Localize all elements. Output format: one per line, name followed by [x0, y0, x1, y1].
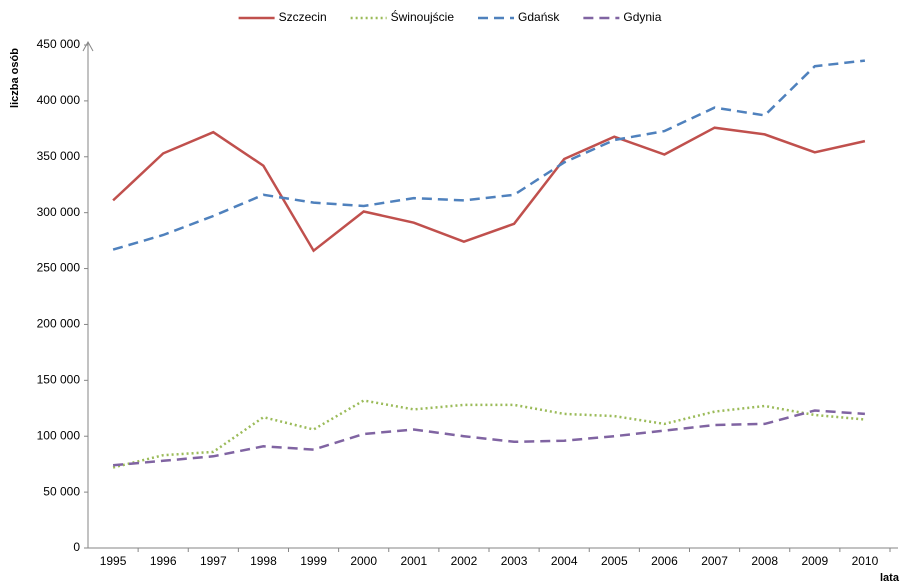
- y-tick-label: 400 000: [37, 93, 81, 107]
- series-line: [112, 409, 865, 467]
- x-tick-label: 1996: [150, 554, 177, 568]
- y-tick-label: 250 000: [37, 261, 81, 275]
- y-tick-label: 50 000: [43, 484, 80, 498]
- x-tick-label: 2002: [451, 554, 478, 568]
- y-tick-label: 0: [73, 540, 80, 554]
- legend-label: Gdańsk: [518, 10, 560, 24]
- x-tick-label: 2010: [852, 554, 879, 568]
- series-line: [112, 59, 866, 251]
- x-tick-label: 1998: [250, 554, 277, 568]
- x-tick-label: 2003: [501, 554, 528, 568]
- x-tick-label: 2007: [701, 554, 728, 568]
- legend-label: Gdynia: [623, 10, 661, 24]
- y-tick-label: 300 000: [37, 205, 81, 219]
- y-tick-label: 150 000: [37, 373, 81, 387]
- x-axis-label: lata: [880, 572, 900, 584]
- legend-label: Szczecin: [279, 10, 327, 24]
- series-line: [112, 126, 866, 253]
- x-tick-label: 1999: [300, 554, 327, 568]
- series-line: [112, 399, 866, 469]
- y-tick-label: 350 000: [37, 149, 81, 163]
- x-tick-label: 2005: [601, 554, 628, 568]
- legend: Szczecin Świnoujście Gdańsk Gdynia: [238, 9, 662, 24]
- y-tick-label: 200 000: [37, 317, 81, 331]
- x-tick-label: 1995: [100, 554, 127, 568]
- y-tick-label: 100 000: [37, 428, 81, 442]
- x-tick-label: 2008: [751, 554, 778, 568]
- x-tick-label: 2000: [350, 554, 377, 568]
- x-tick-label: 2004: [551, 554, 578, 568]
- y-axis-arrow: [82, 40, 94, 52]
- y-tick-label: 450 000: [37, 37, 81, 51]
- x-tick-label: 1997: [200, 554, 227, 568]
- x-tick-label: 2009: [801, 554, 828, 568]
- x-tick-label: 2006: [651, 554, 678, 568]
- y-axis-label: liczba osób: [9, 48, 21, 108]
- x-tick-label: 2001: [400, 554, 427, 568]
- legend-label: Świnoujście: [391, 9, 455, 24]
